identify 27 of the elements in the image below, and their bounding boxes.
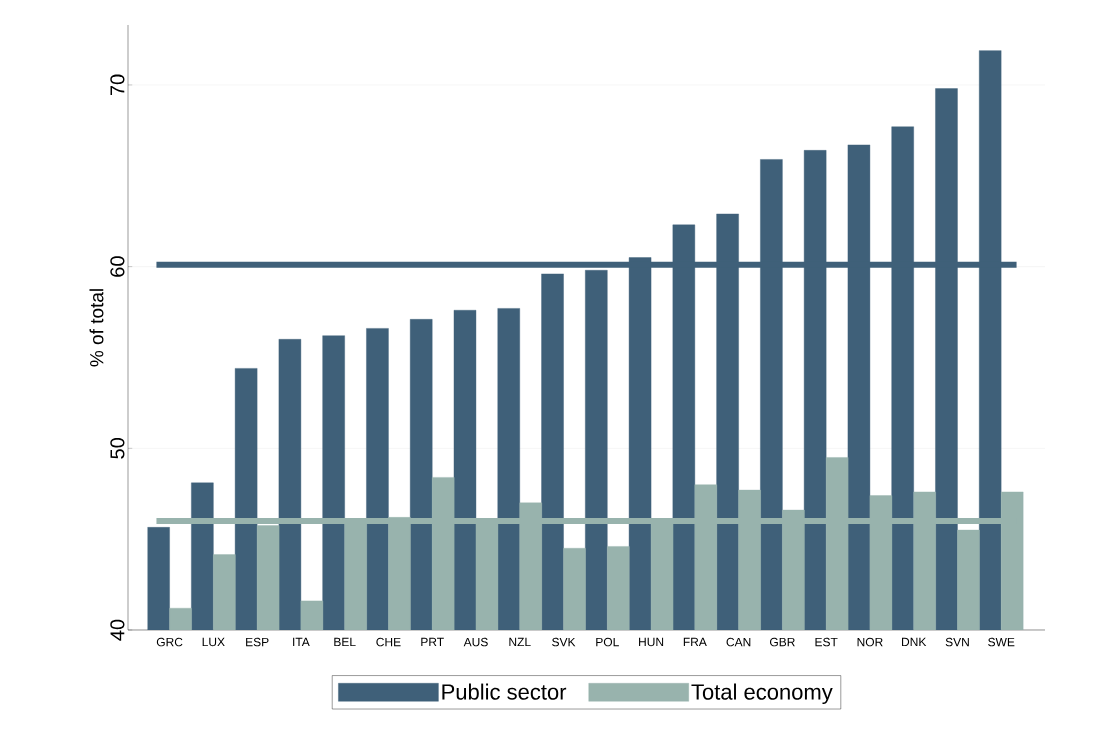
x-tick-label: ITA xyxy=(293,637,310,647)
x-tick-label: CHE xyxy=(376,637,401,647)
x-tick-label: SVN xyxy=(945,637,969,647)
legend-label: Public sector xyxy=(442,683,567,700)
x-tick-label: ESP xyxy=(246,637,269,647)
y-tick-label: 40 xyxy=(110,619,125,641)
x-tick-label: AUS xyxy=(463,637,488,647)
x-tick-label: SVK xyxy=(552,637,576,647)
x-tick-label: HUN xyxy=(639,637,664,647)
x-tick-label: GRC xyxy=(156,637,183,647)
x-tick-label: EST xyxy=(815,637,838,647)
y-axis-title: % of total xyxy=(89,289,104,367)
x-tick-label: SWE xyxy=(988,637,1015,647)
x-tick-label: BEL xyxy=(334,637,356,647)
y-tick-label: 50 xyxy=(110,437,125,459)
y-tick-label: 60 xyxy=(110,256,125,277)
x-tick-label: DNK xyxy=(902,637,927,647)
x-tick-label: FRA xyxy=(683,637,707,647)
x-tick-label: NOR xyxy=(857,637,883,647)
legend-label: Total economy xyxy=(691,683,833,705)
y-tick-label: 70 xyxy=(110,74,125,96)
x-tick-label: PRT xyxy=(421,637,444,647)
x-tick-label: LUX xyxy=(202,637,225,647)
x-tick-label: NZL xyxy=(509,637,531,647)
x-tick-label: GBR xyxy=(769,637,795,647)
x-tick-label: POL xyxy=(596,637,619,647)
x-tick-label: CAN xyxy=(726,637,751,647)
